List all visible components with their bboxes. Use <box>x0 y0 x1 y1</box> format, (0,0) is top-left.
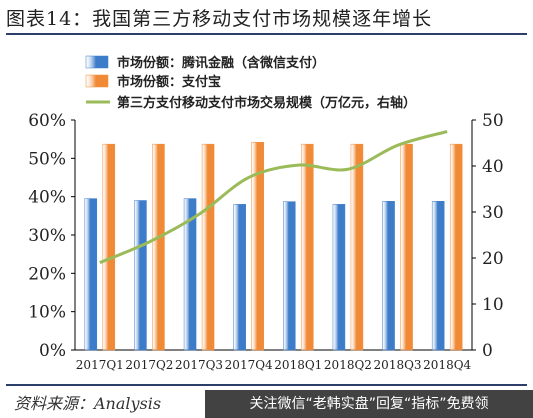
legend-label: 市场份额：腾讯金融（含微信支付） <box>117 55 325 71</box>
left-tick-label: 30% <box>28 226 66 246</box>
right-tick-label: 50 <box>482 111 504 131</box>
right-tick-label: 30 <box>482 203 504 223</box>
watermark-banner: 关注微信“老韩实盘”回复“指标”免费领 <box>205 390 533 418</box>
left-tick-label: 60% <box>28 111 66 131</box>
tencent-bar <box>134 200 147 351</box>
alipay-bar <box>350 143 364 351</box>
right-tick-label: 0 <box>482 341 493 361</box>
alipay-bar <box>152 143 165 351</box>
x-tick-label: 2018Q3 <box>374 358 422 372</box>
tencent-bar <box>233 204 246 351</box>
tencent-bar <box>183 198 197 351</box>
legend-label: 市场份额：支付宝 <box>117 74 221 90</box>
left-tick-label: 0% <box>39 341 66 361</box>
left-tick-label: 40% <box>28 188 66 208</box>
left-tick-label: 10% <box>28 303 66 323</box>
market-size-line <box>99 130 448 264</box>
alipay-bar <box>449 143 463 351</box>
alipay-bar <box>251 141 264 351</box>
left-tick-label: 20% <box>28 264 66 284</box>
market-chart: 市场份额：腾讯金融（含微信支付） 市场份额：支付宝第三方支付移动支付市场交易规模（… <box>28 55 503 372</box>
chart-line <box>99 130 448 264</box>
tencent-bar <box>332 204 346 351</box>
x-tick-label: 2018Q1 <box>274 358 322 372</box>
tencent-bar <box>382 201 395 351</box>
x-tick-label: 2017Q3 <box>175 358 223 372</box>
chart-bars <box>84 141 463 351</box>
alipay-bar <box>102 143 116 351</box>
chart-axes <box>71 119 476 351</box>
figure-title: 图表14：我国第三方移动支付市场规模逐年增长 <box>6 8 433 30</box>
title-rule <box>6 33 527 35</box>
x-tick-label: 2017Q1 <box>76 358 124 372</box>
x-tick-label: 2017Q2 <box>125 358 173 372</box>
x-tick-label: 2018Q2 <box>324 358 372 372</box>
source-rule <box>6 384 527 386</box>
x-tick-label: 2018Q4 <box>423 358 471 372</box>
legend-swatch-tencent <box>85 55 109 69</box>
tencent-bar <box>431 201 445 351</box>
chart-legend: 市场份额：腾讯金融（含微信支付） 市场份额：支付宝第三方支付移动支付市场交易规模（… <box>85 55 416 111</box>
left-tick-label: 50% <box>28 149 66 169</box>
alipay-bar <box>201 143 215 351</box>
tencent-bar <box>84 198 98 351</box>
legend-label: 第三方支付移动支付市场交易规模（万亿元，右轴） <box>117 95 416 111</box>
tencent-bar <box>283 201 296 351</box>
alipay-bar <box>400 143 413 351</box>
legend-swatch-alipay <box>85 74 109 88</box>
right-tick-label: 10 <box>482 295 504 315</box>
right-tick-label: 20 <box>482 249 504 269</box>
x-tick-label: 2017Q4 <box>225 358 273 372</box>
right-tick-label: 40 <box>482 157 504 177</box>
source-label: 资料来源：Analysis <box>14 394 162 413</box>
alipay-bar <box>301 143 314 351</box>
